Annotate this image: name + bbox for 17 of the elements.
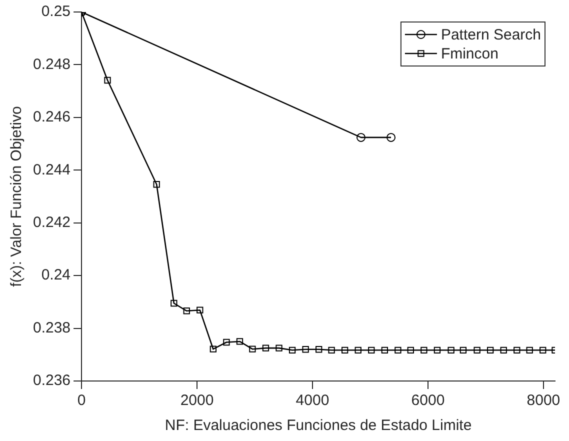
x-tick-label: 4000	[296, 392, 330, 410]
y-axis-title: f(x): Valor Función Objetivo	[8, 106, 26, 287]
x-tick-label: 8000	[526, 392, 560, 410]
legend-label: Fmincon	[440, 46, 498, 63]
x-tick-label: 6000	[411, 392, 445, 410]
y-tick-label: 0.248	[32, 56, 71, 73]
x-tick-label: 0	[77, 392, 86, 410]
x-tick-label: 2000	[180, 392, 214, 410]
y-tick-label: 0.246	[32, 108, 71, 126]
y-tick-label: 0.238	[32, 319, 71, 336]
legend-label: Pattern Search	[440, 26, 542, 44]
y-tick-label: 0.244	[32, 161, 71, 178]
x-axis-title: NF: Evaluaciones Funciones de Estado Limite	[164, 417, 472, 434]
y-tick-label: 0.25	[41, 3, 71, 20]
y-tick-label: 0.242	[32, 214, 71, 231]
y-tick-label: 0.236	[32, 372, 71, 390]
y-tick-label: 0.24	[41, 266, 71, 284]
